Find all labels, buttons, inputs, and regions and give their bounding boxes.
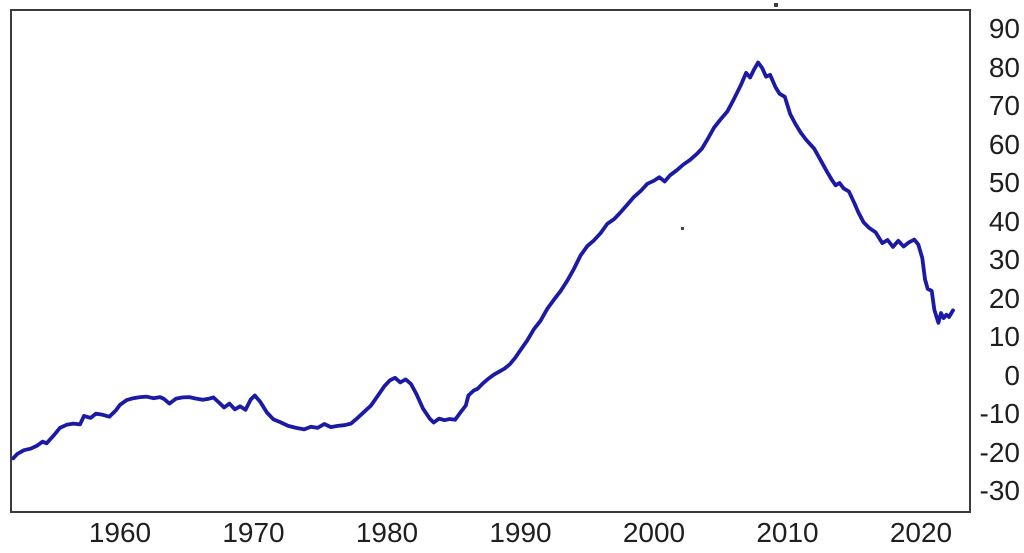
y-tick-label: 0	[1004, 359, 1020, 391]
y-tick-label: 40	[988, 205, 1020, 237]
y-tick-label: 60	[988, 128, 1020, 160]
y-tick-label: 50	[988, 167, 1020, 198]
y-tick-label: 30	[988, 244, 1020, 275]
y-tick-label: 70	[988, 90, 1020, 121]
y-tick-label: 80	[988, 51, 1020, 83]
y-tick-label: 20	[988, 282, 1020, 314]
plot-frame	[10, 9, 971, 513]
x-tick-label: 1990	[489, 517, 552, 548]
x-tick-label: 1970	[222, 517, 285, 548]
artifact-dot-mid	[681, 227, 684, 230]
x-tick-label: 1980	[355, 517, 419, 548]
y-tick-label: -20	[979, 436, 1020, 468]
y-tick-label: -10	[979, 398, 1020, 429]
x-tick-label: 2000	[622, 517, 686, 548]
data-line	[11, 60, 955, 461]
y-tick-label: -30	[979, 475, 1020, 506]
y-tick-label: 90	[988, 13, 1020, 44]
x-tick-label: 2010	[756, 517, 819, 548]
y-tick-label: 10	[988, 321, 1020, 352]
artifact-dot-top	[774, 3, 778, 7]
x-tick-label: 2020	[889, 517, 953, 548]
x-tick-label: 1960	[88, 517, 152, 548]
